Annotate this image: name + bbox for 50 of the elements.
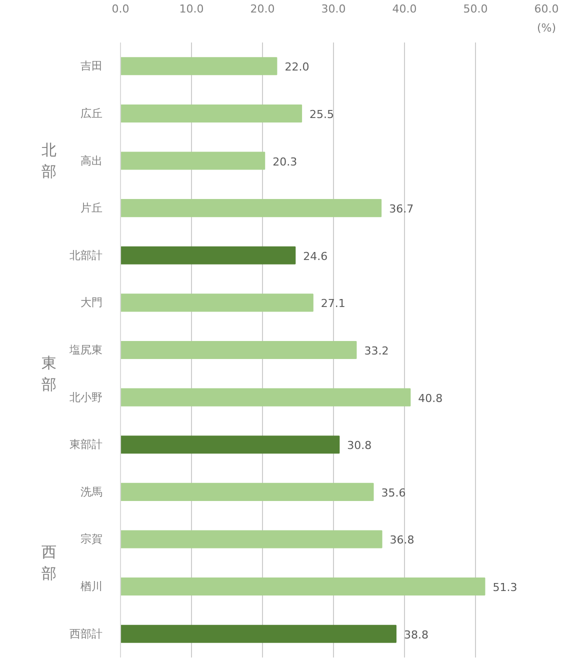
data-label: 38.8 [404, 628, 428, 642]
x-tick-label: 60.0 [534, 2, 559, 16]
bar [120, 294, 314, 312]
bar [120, 104, 302, 122]
data-label: 27.1 [320, 297, 346, 310]
bar [120, 530, 382, 548]
bar [120, 246, 296, 264]
data-label: 33.2 [364, 344, 389, 358]
data-label: 36.8 [390, 534, 414, 547]
y-tick-label: 北小野 [70, 390, 102, 404]
y-tick-label: 高出 [80, 154, 102, 168]
y-tick-label: 西部計 [70, 627, 102, 640]
data-label: 24.6 [303, 250, 328, 263]
x-tick-label: 20.0 [250, 2, 275, 16]
bar [120, 57, 278, 76]
data-label: 20.3 [272, 155, 298, 168]
y-tick-label: 洗馬 [80, 485, 102, 498]
y-tick-label: 楢川 [80, 580, 102, 594]
y-tick-label: 塩尻東 [68, 344, 102, 356]
y-tick-label: 片丘 [80, 202, 102, 215]
data-label: 35.6 [381, 486, 406, 500]
x-tick-label: 0.0 [112, 2, 130, 16]
y-tick-label: 東部計 [70, 438, 102, 452]
bar [120, 199, 382, 218]
data-label: 36.7 [389, 202, 414, 216]
bar [120, 578, 486, 596]
x-tick-label: 50.0 [463, 2, 488, 16]
data-label: 22.0 [284, 60, 310, 74]
x-tick-label: 40.0 [392, 2, 417, 16]
data-label: 25.5 [310, 108, 334, 121]
text: 東部 [42, 354, 56, 394]
text: 北部 [42, 140, 56, 181]
bar [120, 388, 411, 406]
y-tick-label: 宗賀 [80, 532, 102, 546]
bar [120, 152, 266, 170]
x-tick-label: 30.0 [321, 2, 346, 16]
data-label: 51.3 [492, 581, 518, 594]
y-tick-label: 北部計 [70, 248, 102, 262]
bar [120, 482, 374, 501]
y-tick-label: 広丘 [80, 106, 102, 120]
y-tick-label: 吉田 [80, 60, 102, 73]
bar [120, 624, 396, 643]
data-label: 30.8 [347, 439, 372, 452]
bar [120, 436, 340, 454]
text: 西部 [42, 543, 56, 583]
x-axis-title: (%) [536, 22, 556, 34]
data-label: 40.8 [418, 392, 443, 405]
x-tick-label: 10.0 [179, 2, 204, 16]
y-tick-label: 大門 [80, 296, 102, 310]
bar [120, 340, 357, 360]
